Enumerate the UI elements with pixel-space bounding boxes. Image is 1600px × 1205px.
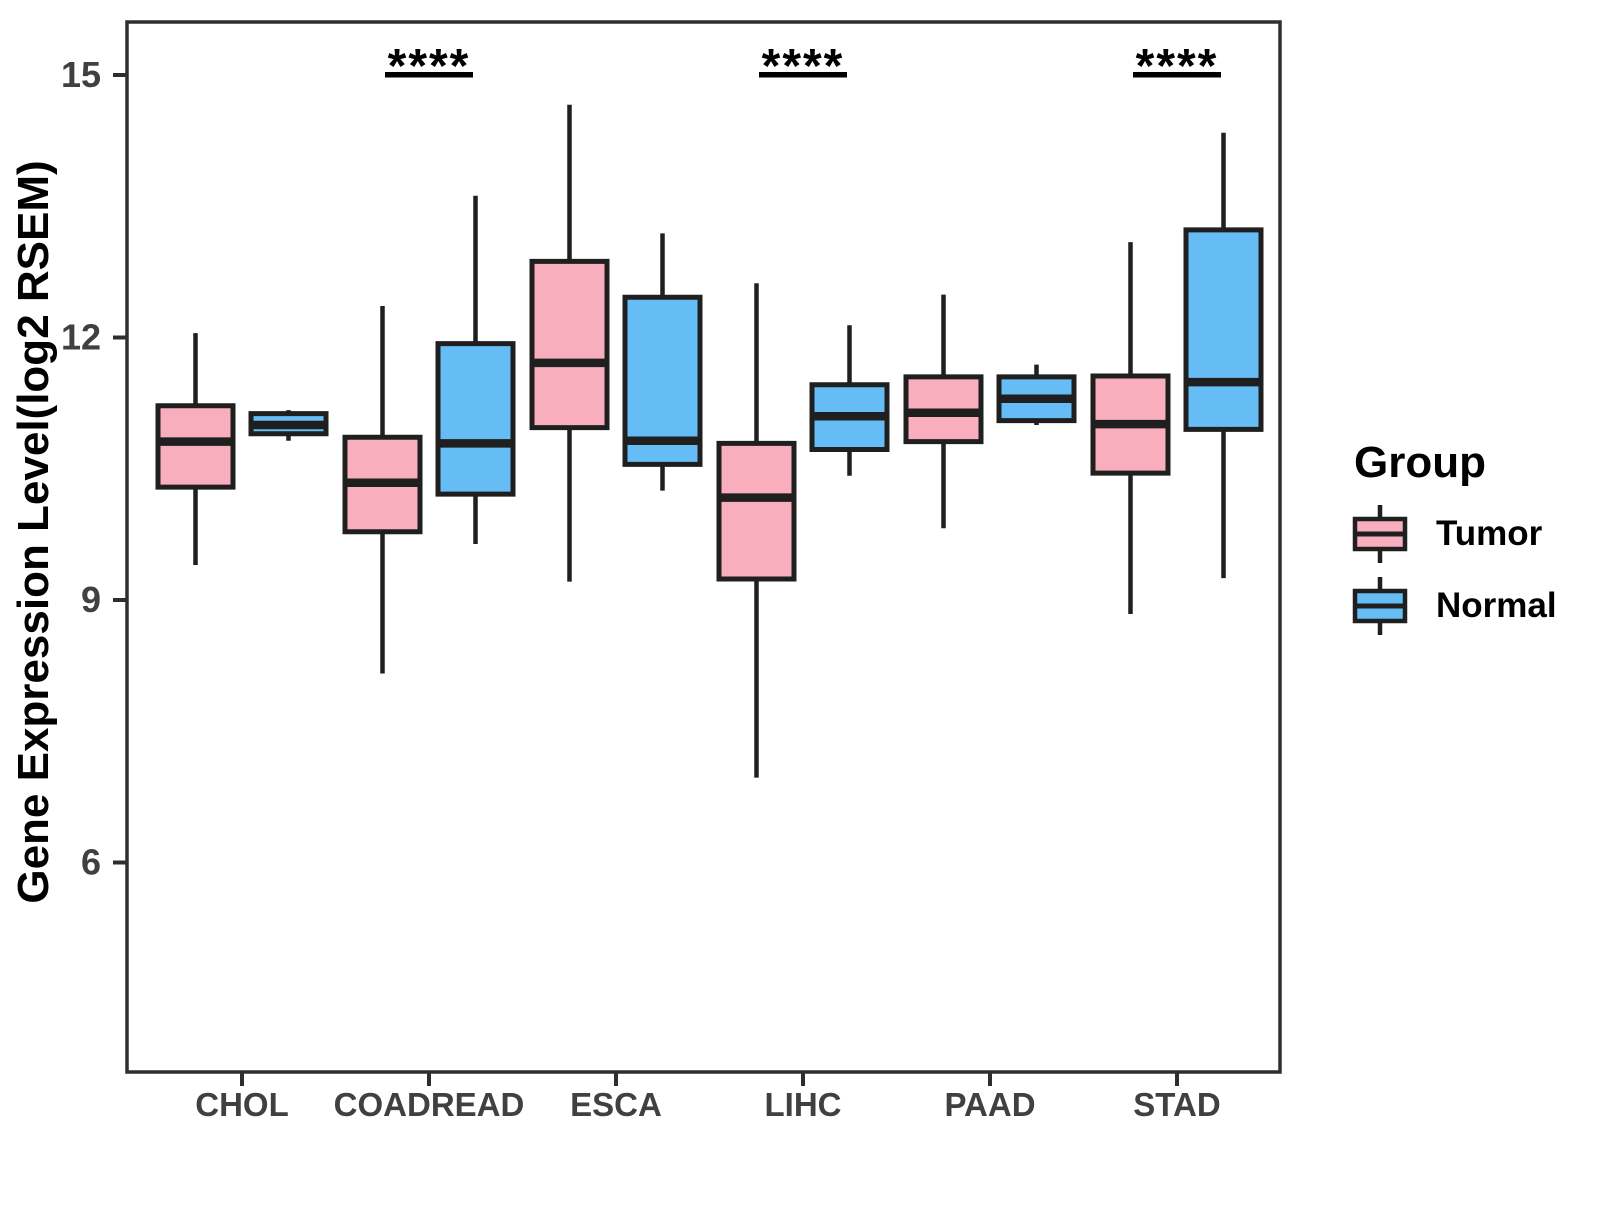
y-tick-label-12: 12 xyxy=(61,317,101,358)
significance-stars-stad: **** xyxy=(1136,40,1219,93)
box-lihc-tumor xyxy=(716,440,797,582)
legend-label-tumor: Tumor xyxy=(1436,514,1543,553)
significance-line-stad xyxy=(1133,72,1221,78)
y-axis-title: Gene Expression Level(log2 RSEM) xyxy=(9,160,58,903)
significance-stars-coadread: **** xyxy=(388,40,471,93)
significance-line-lihc xyxy=(759,72,847,78)
legend-key-tumor-icon xyxy=(1352,505,1408,563)
box-chol-tumor xyxy=(155,403,236,490)
panel-border xyxy=(125,20,1282,1074)
x-tick-label-stad: STAD xyxy=(1133,1086,1220,1123)
significance-line-coadread xyxy=(385,72,473,78)
x-tick-label-paad: PAAD xyxy=(944,1086,1035,1123)
legend: Group Tumor Normal xyxy=(1348,438,1557,646)
box-stad-normal xyxy=(1183,227,1264,432)
legend-key-normal-icon xyxy=(1352,577,1408,635)
legend-label-normal: Normal xyxy=(1436,586,1557,625)
x-tick-label-lihc: LIHC xyxy=(765,1086,842,1123)
x-tick-label-esca: ESCA xyxy=(570,1086,662,1123)
legend-title: Group xyxy=(1354,438,1486,487)
y-tick-label-6: 6 xyxy=(81,842,101,883)
y-tick-label-15: 15 xyxy=(61,54,101,95)
legend-entry-tumor: Tumor xyxy=(1348,502,1557,566)
box-coadread-normal xyxy=(435,341,516,497)
legend-entry-normal: Normal xyxy=(1348,574,1557,638)
x-tick-label-chol: CHOL xyxy=(195,1086,289,1123)
x-tick-label-coadread: COADREAD xyxy=(334,1086,525,1123)
box-esca-tumor xyxy=(529,258,610,431)
significance-stars-lihc: **** xyxy=(762,40,845,93)
legend-entries: Tumor Normal xyxy=(1348,502,1557,638)
y-tick-label-9: 9 xyxy=(81,579,101,620)
